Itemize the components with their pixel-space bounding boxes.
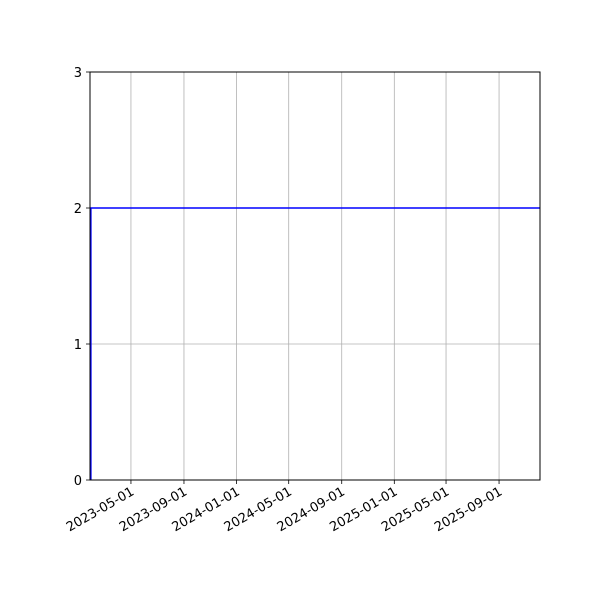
y-tick-label: 3 — [74, 66, 82, 81]
y-tick-label: 0 — [74, 474, 82, 489]
plot-frame — [89, 71, 541, 481]
series-line — [90, 207, 540, 480]
y-tick-label: 2 — [74, 202, 82, 217]
y-tick-label: 1 — [74, 338, 82, 353]
